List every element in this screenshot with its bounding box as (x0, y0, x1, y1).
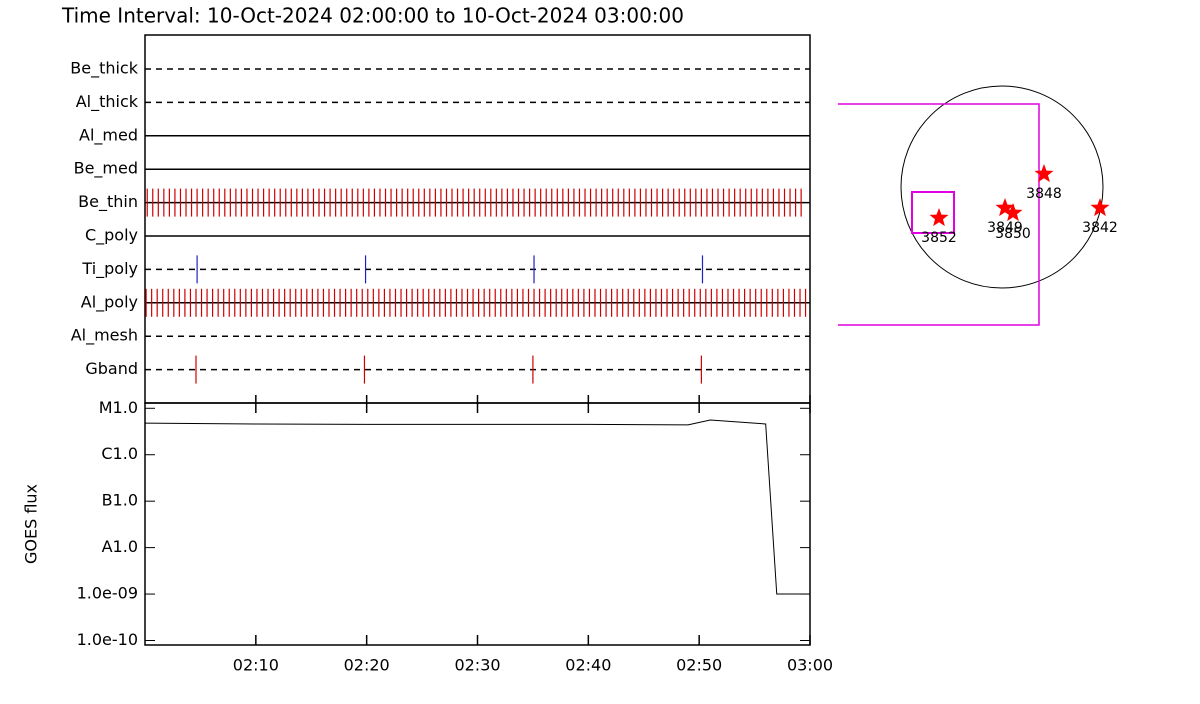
timeline-frame (144, 34, 811, 404)
filter-label: Al_med (79, 125, 138, 145)
filter-label: Be_med (74, 159, 138, 179)
region-star (995, 198, 1015, 217)
fov-box (838, 103, 1040, 326)
filter-label: C_poly (85, 226, 138, 246)
region-label: 3848 (1026, 186, 1062, 202)
filter-label: Al_thick (76, 92, 139, 112)
x-tick-label: 03:00 (787, 656, 833, 675)
x-tick-label: 02:50 (676, 656, 722, 675)
title: Time Interval: 10-Oct-2024 02:00:00 to 1… (61, 4, 684, 28)
y-tick-label: A1.0 (102, 537, 138, 556)
filter-label: Al_mesh (71, 326, 138, 346)
filter-label: Al_poly (81, 292, 138, 312)
goes-line (144, 419, 810, 595)
region-label: 3849 (987, 220, 1023, 236)
filter-label: Ti_poly (81, 259, 138, 279)
x-tick-label: 02:40 (565, 656, 611, 675)
region-label: 3850 (995, 226, 1031, 242)
solar-disk (900, 85, 1104, 289)
region-label: 3842 (1082, 220, 1118, 236)
target-box (911, 191, 955, 234)
y-tick-label: M1.0 (99, 398, 138, 417)
goes-frame (144, 402, 811, 646)
region-star (1003, 203, 1023, 222)
sun-map (838, 85, 1104, 326)
region-label: 3852 (921, 230, 957, 246)
y-axis-label: GOES flux (22, 484, 41, 564)
y-tick-label: 1.0e-10 (77, 630, 138, 649)
y-tick-label: 1.0e-09 (77, 584, 138, 603)
filter-label: Be_thick (70, 59, 138, 79)
region-star (1034, 164, 1054, 183)
y-tick-label: B1.0 (102, 491, 138, 510)
x-tick-label: 02:20 (344, 656, 390, 675)
x-tick-label: 02:30 (454, 656, 500, 675)
y-tick-label: C1.0 (101, 444, 138, 463)
x-tick-label: 02:10 (233, 656, 279, 675)
region-star (929, 208, 949, 227)
filter-label: Be_thin (78, 192, 138, 212)
region-star (1090, 198, 1110, 217)
filter-label: Gband (85, 359, 138, 378)
